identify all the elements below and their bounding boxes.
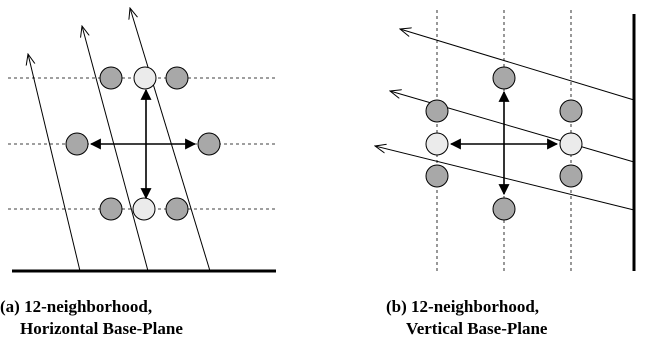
neighbor-node-light [133, 66, 157, 90]
diagonal-arrow [390, 91, 635, 163]
diagonal-arrow [130, 8, 211, 272]
diagonal-arrow [28, 54, 81, 272]
neighbor-node [492, 197, 516, 221]
neighbor-node [559, 99, 583, 123]
neighbor-node [425, 99, 449, 123]
caption-a-line1: (a) 12-neighborhood, [0, 297, 153, 316]
neighbor-node [425, 164, 449, 188]
panel-b [375, 10, 636, 272]
neighbor-node [65, 132, 89, 156]
neighbor-node [197, 132, 221, 156]
diagonal-arrow [82, 26, 149, 272]
neighbor-node-light [559, 132, 583, 156]
neighbor-node [99, 66, 123, 90]
diagonal-arrow [400, 29, 635, 101]
caption-b-line1: (b) 12-neighborhood, [386, 297, 540, 316]
neighbor-node-light [425, 132, 449, 156]
neighbor-node [165, 66, 189, 90]
caption-b-line2: Vertical Base-Plane [406, 319, 548, 338]
caption-panel-b: (b) 12-neighborhood, Vertical Base-Plane [386, 296, 547, 340]
neighbor-node [492, 66, 516, 90]
caption-panel-a: (a) 12-neighborhood, Horizontal Base-Pla… [0, 296, 183, 340]
panel-a [8, 8, 276, 273]
neighbor-node-light [132, 197, 156, 221]
caption-a-line2: Horizontal Base-Plane [20, 319, 183, 338]
neighbor-node [165, 197, 189, 221]
neighbor-node [559, 164, 583, 188]
neighbor-node [99, 197, 123, 221]
